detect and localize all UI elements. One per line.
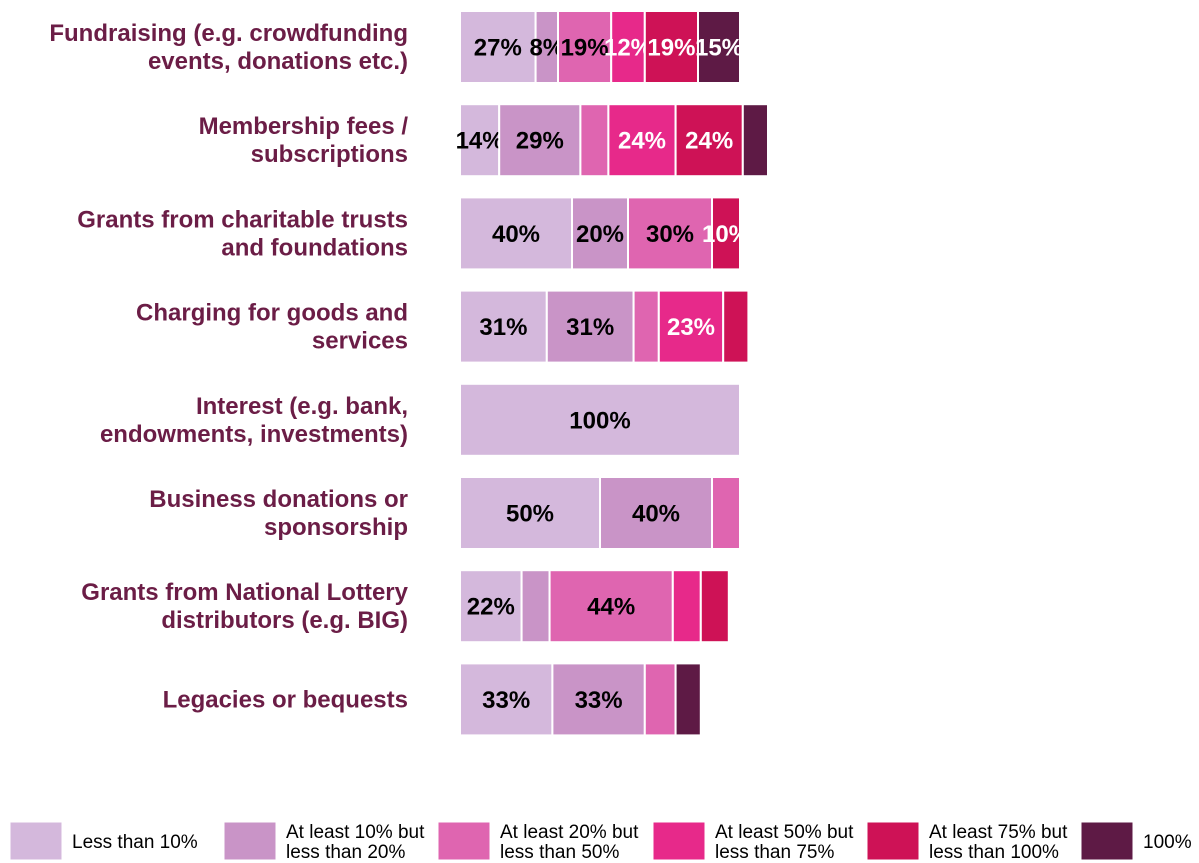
data-label: 23% (667, 314, 715, 341)
category-label-line: Grants from charitable trusts (77, 206, 408, 233)
legend-swatch (866, 821, 920, 861)
legend-swatch (223, 821, 277, 861)
bar-segment (548, 569, 674, 644)
category-label: Grants from National Lottery distributors… (81, 579, 408, 634)
legend-swatch (437, 821, 491, 861)
bar-segment (657, 289, 725, 364)
bar-segment (459, 103, 501, 178)
legend-label-line: Less than 10% (72, 832, 198, 853)
category-label-line: events, donations etc.) (148, 48, 408, 75)
legend-label: At least 20% but less than 50% (500, 822, 639, 863)
legend-label-line: At least 50% but (715, 822, 854, 843)
data-label: 100% (569, 407, 630, 434)
bar-segment (643, 662, 677, 737)
data-label: 24% (618, 128, 666, 155)
legend-label: 100% (1143, 832, 1192, 853)
category-label-line: sponsorship (264, 514, 408, 541)
data-label: 22% (467, 594, 515, 621)
legend-label-line: At least 10% but (286, 822, 425, 843)
bar-segment (459, 476, 601, 550)
category-label: Charging for goods and services (136, 300, 408, 355)
data-label: 44% (587, 594, 635, 621)
bar-segment (674, 103, 744, 178)
bar-segment (632, 289, 660, 364)
legend-label-line: less than 100% (929, 842, 1059, 863)
data-label: 40% (492, 221, 540, 248)
legend-label: At least 50% but less than 75% (715, 822, 854, 863)
bar-segment (699, 569, 730, 644)
category-label: Business donations or sponsorship (149, 486, 408, 541)
bar-segment (711, 476, 741, 550)
legend-label-line: less than 20% (286, 842, 405, 863)
data-label: 15% (695, 35, 743, 62)
legend-label: Less than 10% (72, 832, 198, 853)
category-labels: Fundraising (e.g. crowdfunding events, do… (49, 20, 408, 713)
data-label: 50% (506, 501, 554, 528)
bar-segment (459, 10, 537, 84)
category-label: Legacies or bequests (163, 686, 408, 713)
data-label: 31% (479, 314, 527, 341)
category-label-line: Business donations or (149, 486, 408, 513)
bar-segment (643, 10, 699, 84)
bar-segment (571, 196, 629, 271)
data-label: 33% (482, 687, 530, 714)
legend-swatch (9, 821, 63, 861)
data-label: 40% (632, 501, 680, 528)
category-label: Membership fees / subscriptions (199, 113, 409, 168)
category-label-line: subscriptions (251, 141, 408, 168)
category-label: Grants from charitable trusts and foundat… (77, 206, 408, 261)
legend-label-line: 100% (1143, 832, 1192, 853)
bar-segment (498, 103, 582, 178)
bar-segment (520, 569, 551, 644)
category-label-line: services (312, 328, 408, 355)
bar-segment (459, 662, 554, 737)
data-label: 33% (575, 687, 623, 714)
category-label-line: Legacies or bequests (163, 686, 408, 713)
bar-segment (697, 10, 741, 84)
data-label: 14% (456, 128, 504, 155)
legend-label: At least 75% but less than 100% (929, 822, 1068, 863)
category-label: Fundraising (e.g. crowdfunding events, do… (49, 20, 408, 75)
bar-segment (599, 476, 713, 550)
category-label-line: Membership fees / (199, 113, 409, 140)
data-label: 24% (685, 128, 733, 155)
legend-label: At least 10% but less than 20% (286, 822, 425, 863)
category-label-line: Interest (e.g. bank, (196, 393, 408, 420)
category-label-line: and foundations (221, 234, 408, 261)
legend-label-line: less than 50% (500, 842, 619, 863)
legend-label-line: At least 20% but (500, 822, 639, 843)
bars-group: 27% 8%19%12%19% 15%14% 29% 24% 24%40% 20% 30% 10… (456, 10, 769, 737)
data-label: 20% (576, 221, 624, 248)
bar-segment (671, 569, 702, 644)
data-label: 19% (647, 35, 695, 62)
category-label-line: distributors (e.g. BIG) (161, 607, 408, 634)
category-label: Interest (e.g. bank, endowments, investme… (100, 393, 408, 448)
data-label: 19% (561, 35, 609, 62)
category-label-line: Charging for goods and (136, 300, 408, 327)
bar-segment (545, 289, 635, 364)
data-label: 29% (516, 128, 564, 155)
legend-label-line: At least 75% but (929, 822, 1068, 843)
legend-label-line: less than 75% (715, 842, 834, 863)
bar-segment (459, 196, 573, 271)
data-label: 27% (474, 35, 522, 62)
bar-segment (674, 662, 702, 737)
legend-swatch (652, 821, 706, 861)
data-label: 31% (566, 314, 614, 341)
bar-segment (722, 289, 750, 364)
bar-segment (579, 103, 610, 178)
data-label: 30% (646, 221, 694, 248)
category-label-line: Fundraising (e.g. crowdfunding (49, 20, 408, 47)
bar-segment (711, 196, 741, 271)
bar-segment (551, 662, 646, 737)
category-label-line: endowments, investments) (100, 421, 408, 448)
legend-swatch (1080, 821, 1134, 861)
bar-segment (459, 382, 741, 457)
legend: Less than 10% At least 10% but less than 2… (9, 821, 1192, 863)
data-label: 10% (702, 221, 750, 248)
bar-segment (741, 103, 769, 178)
category-label-line: Grants from National Lottery (81, 579, 408, 606)
